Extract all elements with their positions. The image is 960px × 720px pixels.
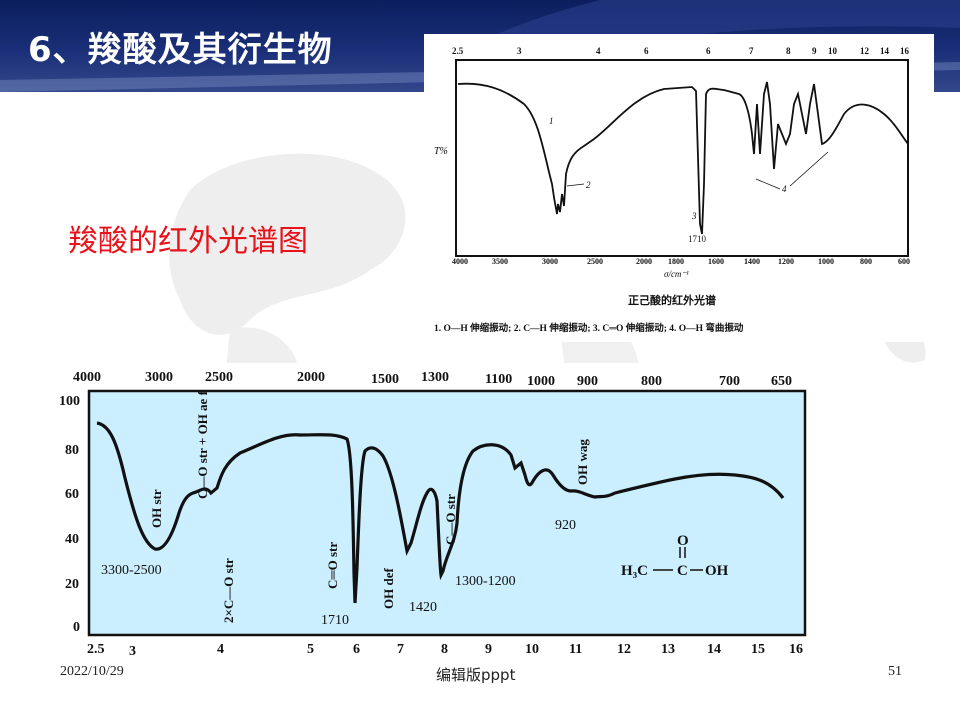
annotation-co-str: C═O str xyxy=(325,542,340,589)
annotation-co-oh: C—O str + OH ae f xyxy=(195,390,210,499)
top-wavenumber-tick: 1400 xyxy=(744,257,760,266)
bottom-wavenumber-tick: 800 xyxy=(641,374,662,389)
bottom-wavenumber-tick: 700 xyxy=(719,374,740,389)
micron-tick: 9 xyxy=(485,642,492,657)
y-tick: 100 xyxy=(59,394,80,409)
band-label: 1420 xyxy=(409,600,437,615)
micron-tick: 16 xyxy=(789,642,803,657)
top-micron-tick: 10 xyxy=(828,46,838,56)
structure-c: C xyxy=(677,563,688,579)
top-micron-tick: 2.5 xyxy=(452,46,464,56)
y-tick: 40 xyxy=(65,532,79,547)
structure-ch3: H₃C xyxy=(621,563,648,579)
band-label: 3300-2500 xyxy=(101,563,162,578)
micron-tick: 4 xyxy=(217,642,224,657)
bottom-wavenumber-tick: 1300 xyxy=(421,370,449,385)
top-legend: 1. O—H 伸缩振动; 2. C—H 伸缩振动; 3. C═O 伸缩振动; 4… xyxy=(434,322,744,334)
micron-tick: 10 xyxy=(525,642,539,657)
y-tick: 20 xyxy=(65,577,79,592)
bottom-wavenumber-tick: 900 xyxy=(577,374,598,389)
bottom-wavenumber-tick: 650 xyxy=(771,374,792,389)
micron-tick: 2.5 xyxy=(87,642,105,657)
micron-tick: 5 xyxy=(307,642,314,657)
top-y-label: T% xyxy=(434,146,448,157)
band-label: 1710 xyxy=(321,613,349,628)
footer-center-text: 编辑版pppt xyxy=(436,666,516,684)
top-micron-tick: 3 xyxy=(517,46,522,56)
top-micron-tick: 14 xyxy=(880,46,890,56)
hexanoic-acid-ir-figure: 2.5 3 4 6 6 7 8 9 10 12 14 16 T% 1 2 3 1… xyxy=(424,34,934,342)
band-label: 920 xyxy=(555,518,576,533)
peak-value-1710: 1710 xyxy=(688,234,707,244)
top-wavenumber-tick: 2500 xyxy=(587,257,603,266)
top-micron-tick: 9 xyxy=(812,46,817,56)
top-micron-tick: 12 xyxy=(860,46,870,56)
top-micron-tick: 7 xyxy=(749,46,754,56)
micron-tick: 15 xyxy=(751,642,765,657)
top-micron-tick: 6 xyxy=(706,46,711,56)
annotation-oh-def: OH def xyxy=(381,568,396,609)
bottom-wavenumber-tick: 3000 xyxy=(145,370,173,385)
top-wavenumber-tick: 1600 xyxy=(708,257,724,266)
peak-label-2: 2 xyxy=(586,180,591,190)
page-number: 51 xyxy=(888,664,902,679)
top-caption: 正己酸的红外光谱 xyxy=(628,293,716,307)
annotation-2co: 2×C—O str xyxy=(221,558,236,623)
acetic-acid-curve xyxy=(96,421,785,604)
annotation-oh-wag: OH wag xyxy=(575,439,590,485)
bottom-wavenumber-tick: 4000 xyxy=(73,370,101,385)
top-micron-tick: 4 xyxy=(596,46,601,56)
top-wavenumber-tick: 600 xyxy=(898,257,910,266)
structure-o: O xyxy=(677,533,689,549)
micron-tick: 8 xyxy=(441,642,448,657)
y-tick: 0 xyxy=(73,620,80,635)
top-wavenumber-tick: 1200 xyxy=(778,257,794,266)
peak-label-1: 1 xyxy=(549,116,554,126)
y-tick: 80 xyxy=(65,443,79,458)
bottom-wavenumber-tick: 2000 xyxy=(297,370,325,385)
top-wavenumber-tick: 3000 xyxy=(542,257,558,266)
top-micron-tick: 6 xyxy=(644,46,649,56)
acetic-acid-structure: H₃C C OH O xyxy=(621,533,729,579)
top-wavenumber-tick: 3500 xyxy=(492,257,508,266)
micron-tick: 14 xyxy=(707,642,721,657)
acetic-acid-ir-figure: 4000 3000 2500 2000 1500 1300 1100 1000 … xyxy=(55,363,813,663)
bottom-wavenumber-tick: 1100 xyxy=(485,372,512,387)
micron-tick: 12 xyxy=(617,642,631,657)
annotation-oh-str: OH str xyxy=(149,489,164,528)
band-label: 1300-1200 xyxy=(455,574,516,589)
top-micron-tick: 16 xyxy=(900,46,910,56)
peak-label-4: 4 xyxy=(782,184,787,194)
top-wavenumber-tick: 2000 xyxy=(636,257,652,266)
top-wavenumber-tick: 1800 xyxy=(668,257,684,266)
top-micron-tick: 8 xyxy=(786,46,791,56)
micron-tick: 11 xyxy=(569,642,582,657)
micron-tick: 3 xyxy=(129,644,136,659)
y-tick: 60 xyxy=(65,487,79,502)
slide-title: 6、羧酸及其衍生物 xyxy=(28,30,333,70)
bottom-plot-frame xyxy=(87,389,807,637)
bottom-wavenumber-tick: 2500 xyxy=(205,370,233,385)
micron-tick: 13 xyxy=(661,642,675,657)
top-wavenumber-tick: 4000 xyxy=(452,257,468,266)
top-x-label: σ/cm⁻¹ xyxy=(664,269,689,279)
structure-oh: OH xyxy=(705,563,729,579)
footer-date: 2022/10/29 xyxy=(60,664,124,679)
hexanoic-acid-curve xyxy=(457,81,909,235)
bottom-wavenumber-tick: 1500 xyxy=(371,372,399,387)
top-plot-frame xyxy=(455,59,909,257)
bottom-wavenumber-tick: 1000 xyxy=(527,374,555,389)
peak-label-3: 3 xyxy=(691,211,697,221)
micron-tick: 7 xyxy=(397,642,404,657)
top-wavenumber-tick: 800 xyxy=(860,257,872,266)
top-wavenumber-tick: 1000 xyxy=(818,257,834,266)
slide-subtitle: 羧酸的红外光谱图 xyxy=(68,224,308,259)
micron-tick: 6 xyxy=(353,642,360,657)
annotation-co-str-2: C—O str xyxy=(443,494,458,545)
